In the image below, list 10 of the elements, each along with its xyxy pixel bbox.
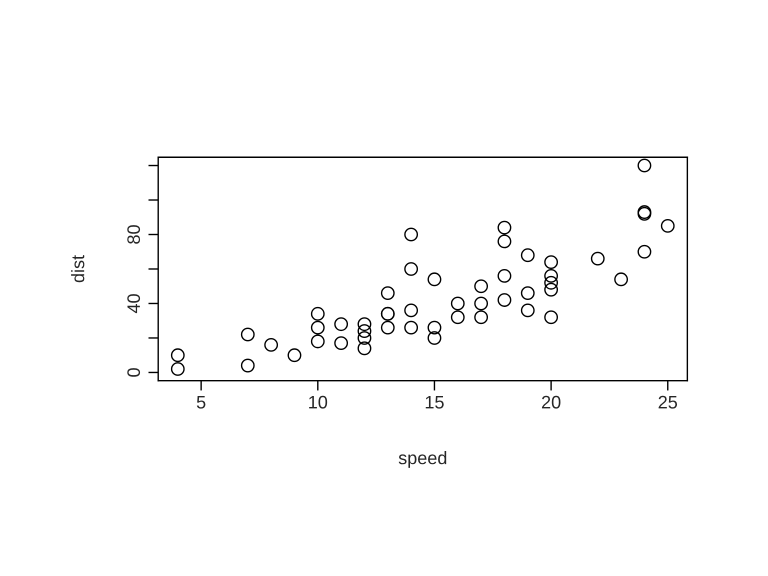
y-axis-title: dist: [71, 255, 84, 282]
x-tick-label: 15: [426, 396, 444, 409]
x-tick-label: 10: [309, 396, 328, 409]
y-tick-label: 40: [127, 294, 140, 314]
x-tick-label: 5: [196, 396, 206, 409]
y-tick-label: 80: [127, 225, 140, 244]
x-tick-label: 25: [658, 396, 678, 409]
x-tick-label: 20: [542, 396, 560, 409]
y-tick-label: 0: [127, 368, 140, 377]
x-axis-title: speed: [398, 451, 446, 468]
